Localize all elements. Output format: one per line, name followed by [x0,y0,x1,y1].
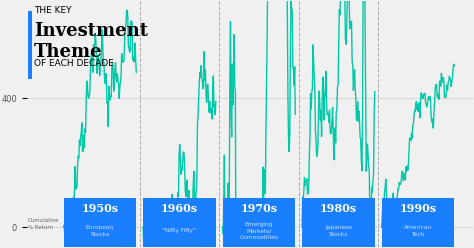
Text: "Nifty Fifty": "Nifty Fifty" [163,228,196,233]
Text: THE KEY: THE KEY [34,6,72,15]
Bar [222,198,295,247]
Text: 1980s: 1980s [320,203,357,214]
Text: 1960s: 1960s [161,203,198,214]
Text: Japanese
Stocks: Japanese Stocks [325,225,352,237]
Text: Cumulative
% Return: Cumulative % Return [28,218,60,230]
Text: American
Tech: American Tech [404,225,432,237]
Bar [28,11,32,79]
Text: Emerging
Markets/
Commodities: Emerging Markets/ Commodities [239,222,278,240]
Text: OF EACH DECADE: OF EACH DECADE [34,60,114,68]
Text: Theme: Theme [34,43,103,61]
Bar [64,198,137,247]
Bar [302,198,375,247]
Text: 1950s: 1950s [82,203,118,214]
Text: 1970s: 1970s [240,203,277,214]
Bar [143,198,216,247]
Text: 1990s: 1990s [399,203,437,214]
Text: Investment: Investment [34,22,148,40]
Text: European
Stocks: European Stocks [86,225,114,237]
Bar [382,198,454,247]
